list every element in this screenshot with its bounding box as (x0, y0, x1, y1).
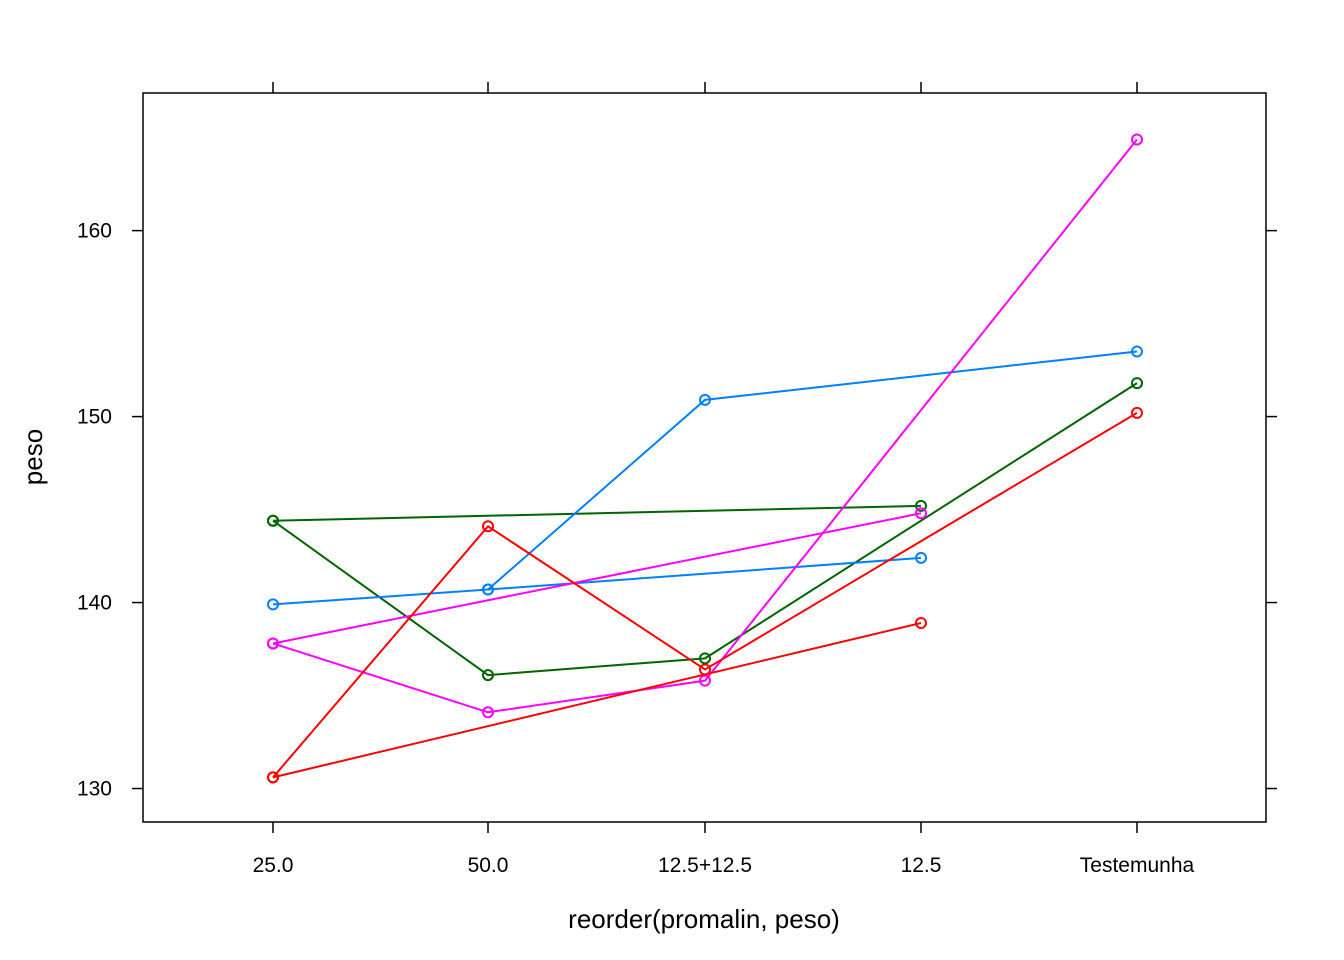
y-tick-label: 150 (77, 406, 112, 429)
data-point (699, 652, 711, 665)
x-axis-title: reorder(promalin, peso) (568, 904, 840, 934)
y-axis-title: peso (18, 429, 48, 485)
series-line (272, 512, 922, 645)
axis-ticks: 25.0 50.0 12.5+12.5 12.5 Testemunha 130 140 150… (77, 82, 1277, 877)
series-line (272, 622, 922, 779)
series-line (272, 504, 922, 522)
data-point (267, 514, 279, 527)
data-point (915, 499, 927, 512)
x-tick-label: 12.5+12.5 (658, 854, 752, 877)
series-line (272, 382, 1138, 677)
x-tick-label: 25.0 (253, 854, 294, 877)
data-point (482, 583, 494, 596)
data-point (1131, 377, 1143, 390)
plot-frame (142, 92, 1267, 823)
x-tick-label: 50.0 (468, 854, 509, 877)
y-tick-label: 130 (77, 778, 112, 801)
data-point (699, 674, 711, 687)
data-point (915, 507, 927, 520)
data-point (915, 551, 927, 564)
data-point (482, 669, 494, 682)
data-point (1131, 133, 1143, 146)
series-layer (267, 133, 1143, 784)
data-point (482, 706, 494, 719)
data-point (267, 637, 279, 650)
data-point (699, 393, 711, 406)
series-line (487, 350, 1138, 591)
data-point (915, 617, 927, 630)
x-tick-label: 12.5 (901, 854, 942, 877)
series-line (272, 138, 1138, 714)
series-line (272, 412, 1138, 779)
data-point (482, 520, 494, 533)
x-tick-label: Testemunha (1080, 854, 1195, 877)
y-tick-label: 140 (77, 592, 112, 615)
y-tick-label: 160 (77, 220, 112, 243)
data-point (1131, 406, 1143, 419)
data-point (267, 598, 279, 611)
data-point (1131, 345, 1143, 358)
data-point (267, 771, 279, 784)
